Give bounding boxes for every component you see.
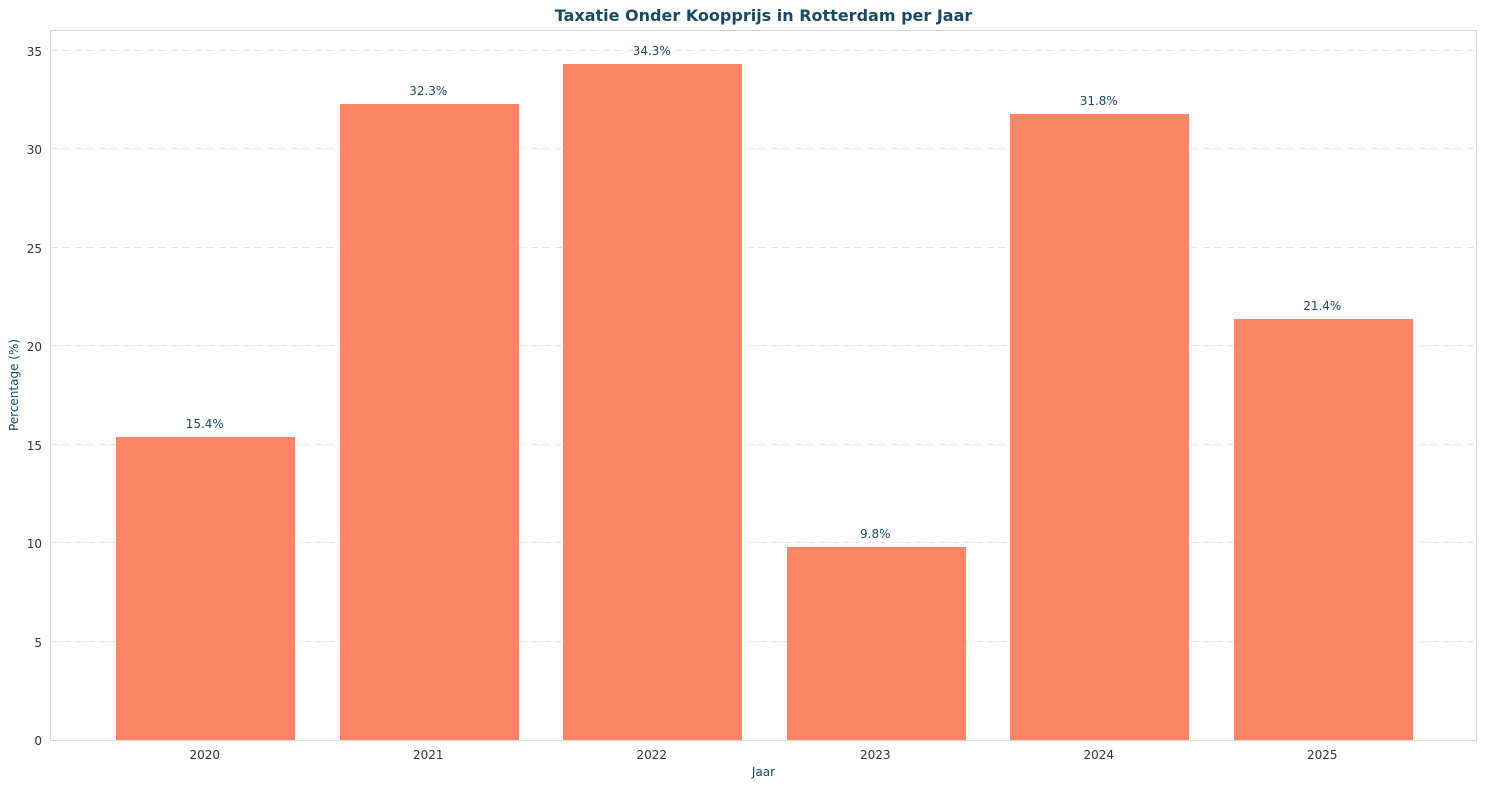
x-tick-label: 2021 <box>412 748 444 762</box>
y-tick-label: 10 <box>26 537 42 552</box>
x-tick-label: 2022 <box>636 748 668 762</box>
y-tick-label: 35 <box>26 44 42 59</box>
x-tick-label: 2025 <box>1306 748 1338 762</box>
gridline <box>51 148 1476 150</box>
bar-value-label: 32.3% <box>409 83 448 98</box>
gridline <box>51 246 1476 248</box>
bar-2025 <box>1233 318 1413 740</box>
bar-value-label: 31.8% <box>1079 93 1118 108</box>
bar-2024 <box>1010 113 1190 740</box>
y-tick-label: 5 <box>34 635 42 650</box>
y-tick-label: 20 <box>26 340 42 355</box>
gridline <box>51 542 1476 544</box>
plot-area <box>50 30 1477 741</box>
x-axis-label: Jaar <box>751 765 776 779</box>
x-tick-label: 2020 <box>189 748 221 762</box>
bar-2021 <box>339 103 519 740</box>
bar-2020 <box>116 436 296 740</box>
gridline <box>51 49 1476 51</box>
bar-value-label: 9.8% <box>860 526 891 541</box>
bar-value-label: 34.3% <box>632 44 671 59</box>
y-tick-label: 15 <box>26 438 42 453</box>
gridline <box>51 345 1476 347</box>
gridline <box>51 443 1476 445</box>
bar-value-label: 21.4% <box>1303 298 1342 313</box>
bar-2023 <box>786 547 966 740</box>
y-tick-label: 25 <box>26 241 42 256</box>
x-tick-label: 2023 <box>859 748 891 762</box>
bar-2022 <box>563 64 743 740</box>
bar-value-label: 15.4% <box>185 416 224 431</box>
x-tick-label: 2024 <box>1083 748 1115 762</box>
y-tick-label: 0 <box>34 734 42 748</box>
y-tick-label: 30 <box>26 143 42 158</box>
gridline <box>51 640 1476 642</box>
chart-title: Taxatie Onder Koopprijs in Rotterdam per… <box>554 6 973 25</box>
